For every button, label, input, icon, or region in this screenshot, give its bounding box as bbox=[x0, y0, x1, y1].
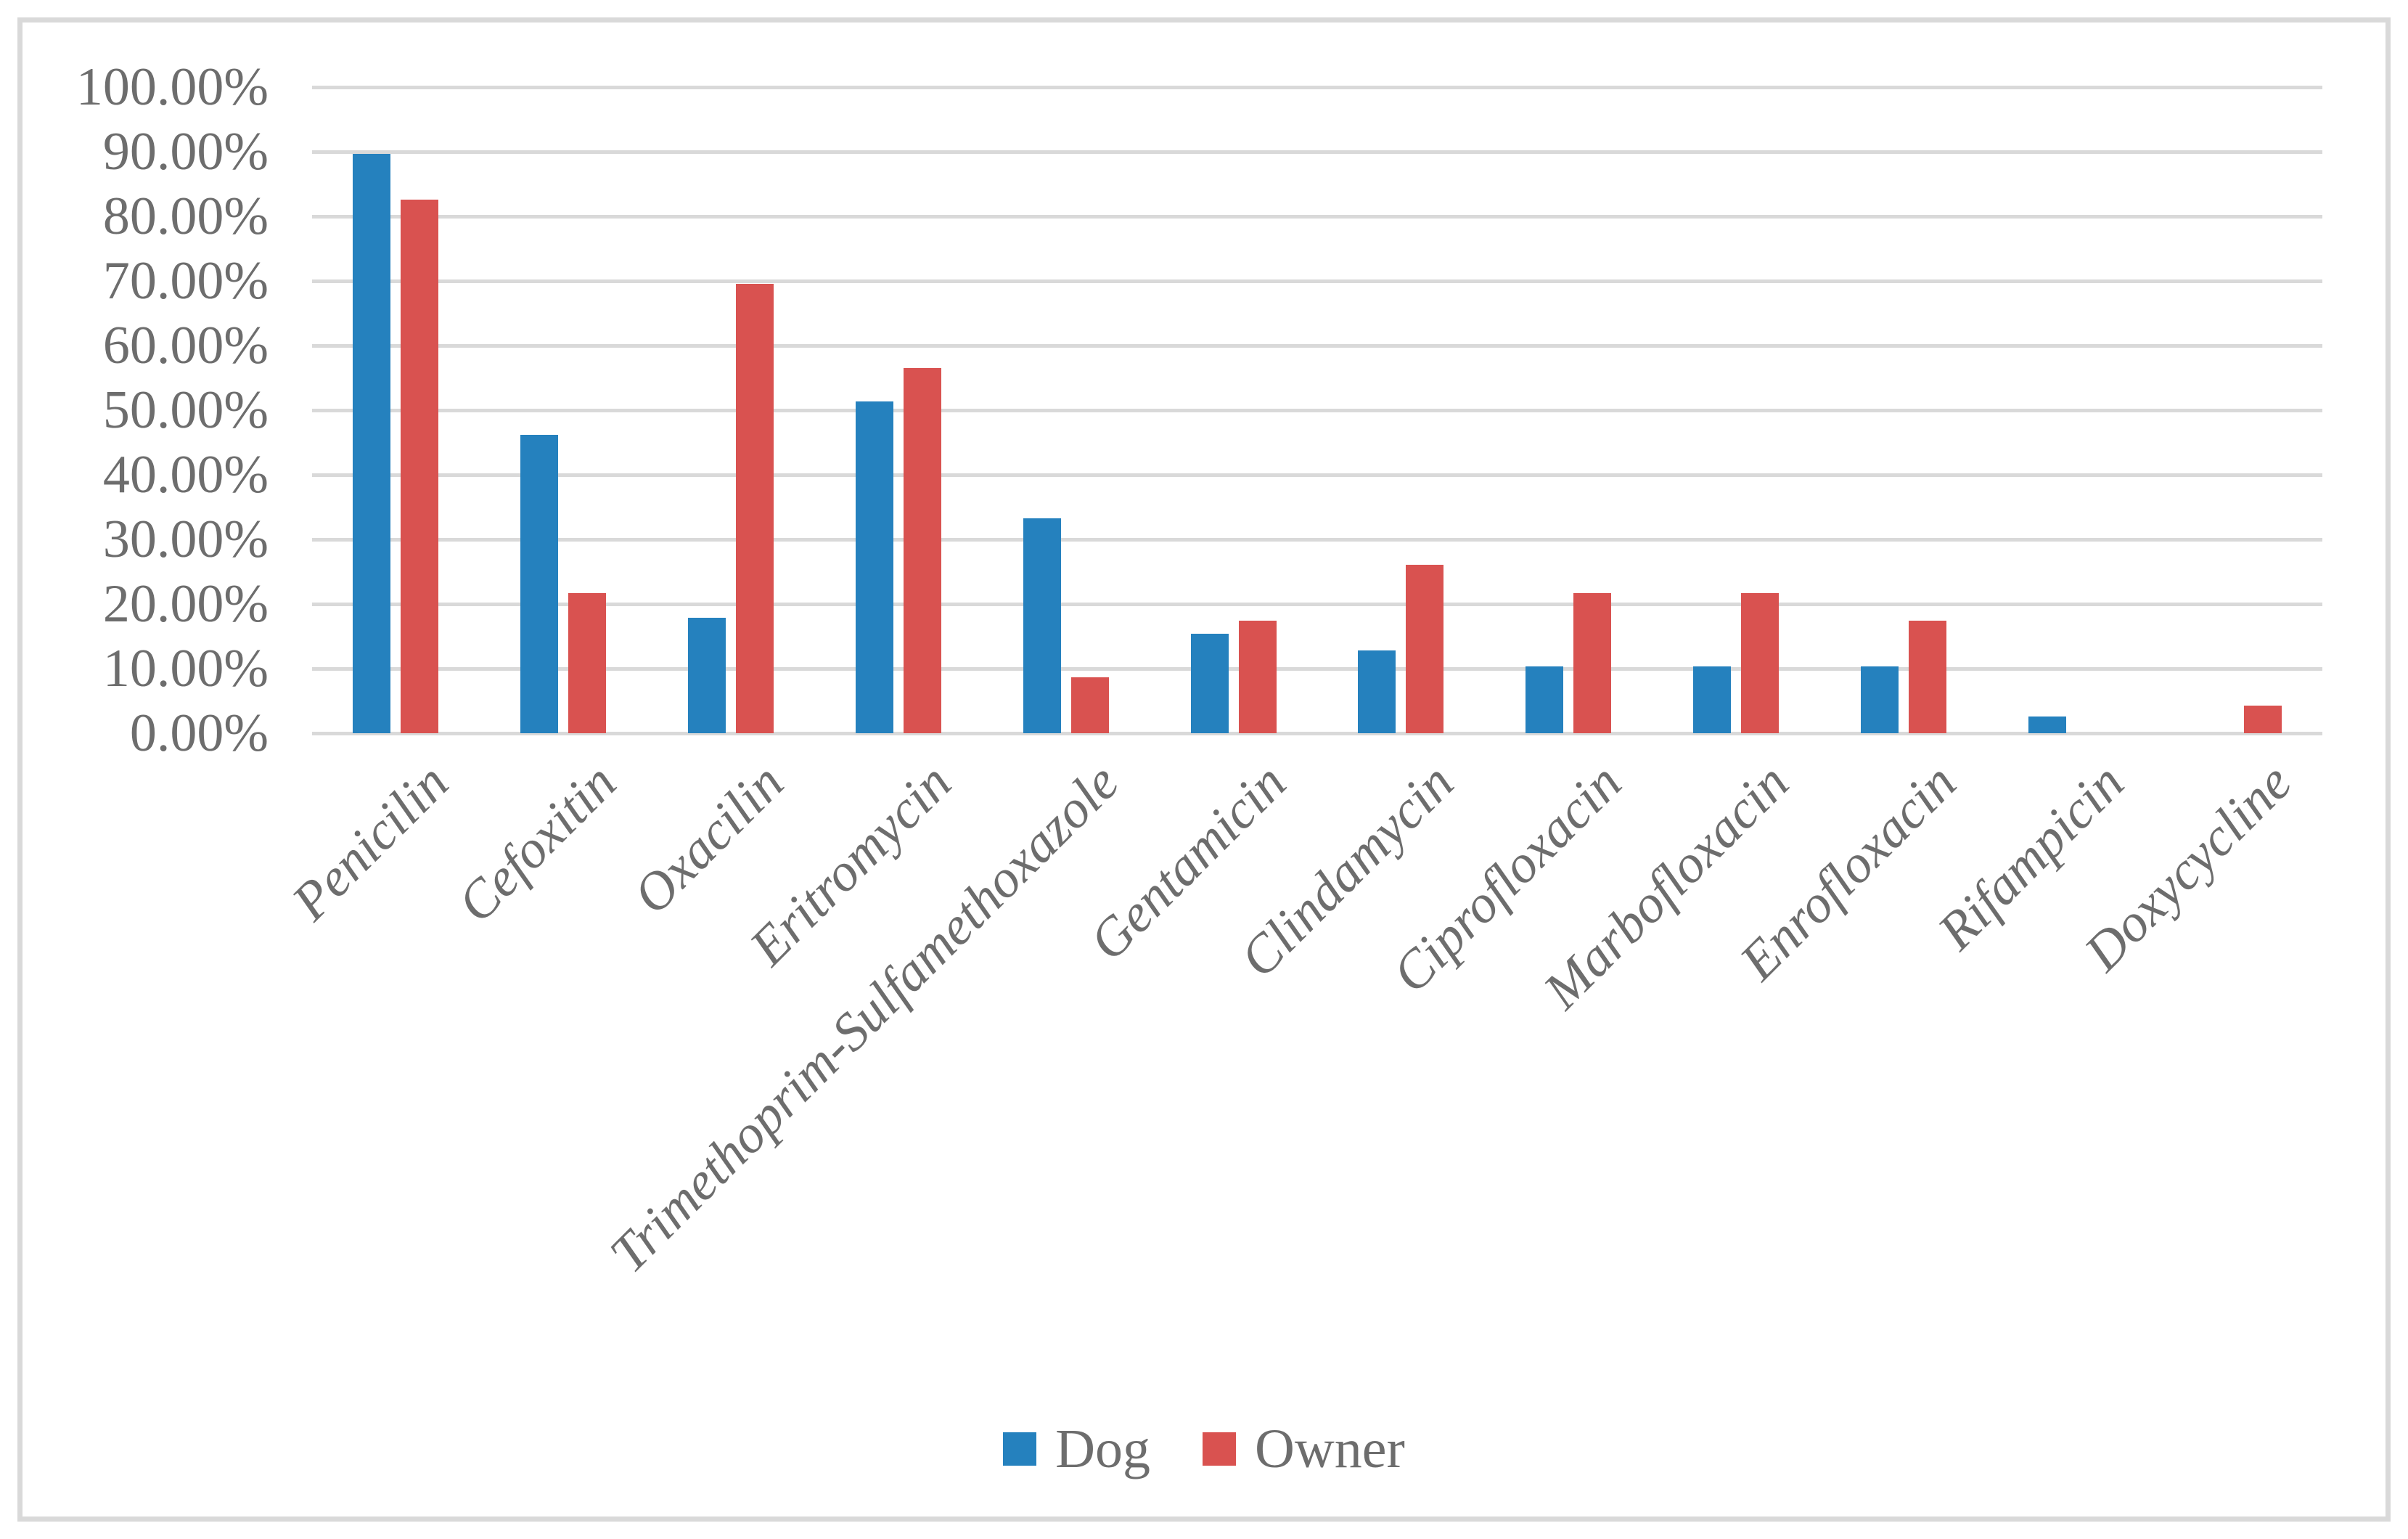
legend-swatch-dog bbox=[1003, 1432, 1037, 1466]
x-axis-label-eritromycin: Eritromycin bbox=[738, 752, 963, 977]
gridline-30-00pct bbox=[312, 537, 2322, 542]
bar-owner-cefoxitin bbox=[568, 592, 607, 733]
x-axis-label-gentamicin: Gentamicin bbox=[1078, 752, 1298, 972]
y-axis: 0.00% 10.00% 20.00% 30.00% 40.00% 50.00% 60.00… bbox=[29, 0, 269, 1539]
bar-dog-ciprofloxacin bbox=[1526, 666, 1564, 733]
bar-owner-ciprofloxacin bbox=[1573, 592, 1612, 733]
bar-owner-eritromycin bbox=[903, 368, 941, 733]
gridline-50-00pct bbox=[312, 408, 2322, 412]
x-axis-label-penicilin: Penicilin bbox=[281, 752, 461, 932]
bar-owner-gentamicin bbox=[1238, 621, 1277, 733]
y-axis-tick-label: 90.00% bbox=[102, 122, 269, 181]
bar-owner-trimethoprim-sulfamethoxazole bbox=[1070, 677, 1109, 733]
gridline-0-00pct bbox=[312, 731, 2322, 735]
bar-owner-marbofloxacin bbox=[1741, 592, 1780, 733]
legend-label-dog: Dog bbox=[1055, 1418, 1151, 1479]
gridline-80-00pct bbox=[312, 214, 2322, 219]
bar-dog-cefoxitin bbox=[520, 434, 559, 733]
y-axis-tick-label: 70.00% bbox=[102, 251, 269, 311]
gridline-60-00pct bbox=[312, 343, 2322, 348]
x-axis-label-cefoxitin: Cefoxitin bbox=[446, 752, 628, 934]
gridline-70-00pct bbox=[312, 279, 2322, 283]
bar-owner-clindamycin bbox=[1406, 564, 1444, 733]
y-axis-tick-label: 20.00% bbox=[102, 574, 269, 634]
bar-dog-rifampicin bbox=[2028, 716, 2066, 733]
y-axis-tick-label: 50.00% bbox=[102, 380, 269, 440]
x-axis-label-marbofloxacin: Marbofloxacin bbox=[1532, 752, 1801, 1021]
bar-dog-marbofloxacin bbox=[1693, 666, 1732, 733]
y-axis-tick-label: 40.00% bbox=[102, 445, 269, 505]
y-axis-tick-label: 60.00% bbox=[102, 316, 269, 375]
bar-dog-penicilin bbox=[353, 153, 391, 733]
legend: Dog Owner bbox=[0, 1421, 2408, 1477]
gridline-100-00pct bbox=[312, 85, 2322, 89]
y-axis-tick-label: 30.00% bbox=[102, 510, 269, 569]
gridline-40-00pct bbox=[312, 473, 2322, 477]
gridline-20-00pct bbox=[312, 602, 2322, 606]
bar-dog-enrofloxacin bbox=[1860, 666, 1899, 733]
legend-label-owner: Owner bbox=[1255, 1418, 1405, 1479]
bar-owner-penicilin bbox=[401, 199, 439, 733]
x-axis-label-ciprofloxacin: Ciprofloxacin bbox=[1381, 752, 1633, 1005]
x-axis-label-enrofloxacin: Enrofloxacin bbox=[1729, 752, 1968, 992]
legend-item-owner: Owner bbox=[1203, 1421, 1405, 1477]
bar-dog-trimethoprim-sulfamethoxazole bbox=[1023, 518, 1061, 733]
y-axis-tick-label: 10.00% bbox=[102, 639, 269, 698]
x-axis-label-oxacilin: Oxacilin bbox=[622, 752, 795, 926]
legend-item-dog: Dog bbox=[1003, 1421, 1150, 1477]
x-axis-label-doxycycline: Doxycycline bbox=[2073, 752, 2303, 983]
bar-dog-clindamycin bbox=[1358, 650, 1396, 733]
plot-area bbox=[312, 85, 2322, 735]
gridline-90-00pct bbox=[312, 150, 2322, 154]
gridline-10-00pct bbox=[312, 666, 2322, 671]
x-axis-label-trimethoprim-sulfamethoxazole: Trimethoprim-Sulfamethoxazole bbox=[599, 752, 1131, 1285]
bar-dog-eritromycin bbox=[855, 401, 893, 733]
y-axis-tick-label: 100.00% bbox=[75, 57, 269, 117]
x-axis-label-clindamycin: Clindamycin bbox=[1229, 752, 1466, 989]
bar-owner-enrofloxacin bbox=[1908, 621, 1946, 733]
bar-dog-oxacilin bbox=[688, 617, 726, 733]
bar-dog-gentamicin bbox=[1190, 633, 1229, 733]
y-axis-tick-label: 0.00% bbox=[129, 703, 269, 763]
bar-owner-oxacilin bbox=[736, 283, 774, 733]
legend-swatch-owner bbox=[1203, 1432, 1237, 1466]
bar-owner-doxycycline bbox=[2243, 705, 2282, 733]
x-axis-label-rifampicin: Rifampicin bbox=[1926, 752, 2136, 962]
y-axis-tick-label: 80.00% bbox=[102, 187, 269, 246]
